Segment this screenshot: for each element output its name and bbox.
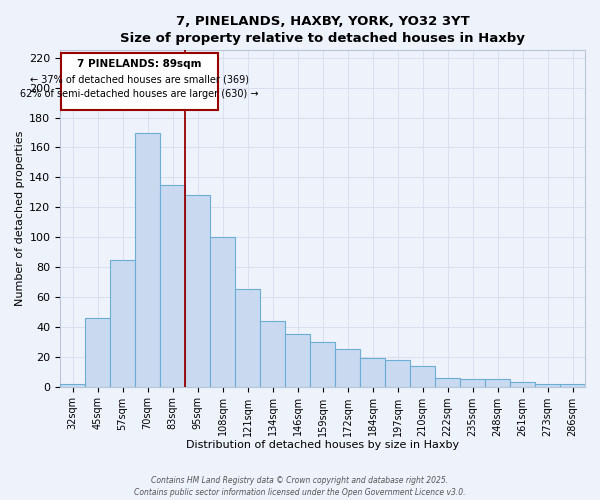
Bar (460, 379, 485, 386)
Bar (410, 366, 435, 386)
Bar (510, 382, 535, 386)
Bar (285, 334, 310, 386)
Bar (360, 358, 385, 386)
Bar (260, 321, 285, 386)
Bar (61, 54, 218, 110)
Bar (385, 360, 410, 386)
Text: 7 PINELANDS: 89sqm: 7 PINELANDS: 89sqm (77, 60, 202, 70)
Text: Contains HM Land Registry data © Crown copyright and database right 2025.
Contai: Contains HM Land Registry data © Crown c… (134, 476, 466, 497)
Bar (160, 185, 185, 386)
Bar (535, 384, 560, 386)
Text: ← 37% of detached houses are smaller (369): ← 37% of detached houses are smaller (36… (30, 74, 249, 84)
Bar (310, 342, 335, 386)
Text: 62% of semi-detached houses are larger (630) →: 62% of semi-detached houses are larger (… (20, 89, 259, 99)
Bar (110, 260, 135, 386)
Bar (135, 132, 160, 386)
Bar (210, 237, 235, 386)
Bar (235, 290, 260, 386)
Title: 7, PINELANDS, HAXBY, YORK, YO32 3YT
Size of property relative to detached houses: 7, PINELANDS, HAXBY, YORK, YO32 3YT Size… (120, 15, 525, 45)
Y-axis label: Number of detached properties: Number of detached properties (15, 131, 25, 306)
Bar (435, 378, 460, 386)
X-axis label: Distribution of detached houses by size in Haxby: Distribution of detached houses by size … (186, 440, 459, 450)
Bar (560, 384, 585, 386)
Bar (85, 318, 110, 386)
Bar (60, 384, 85, 386)
Bar (335, 349, 360, 387)
Bar (485, 379, 510, 386)
Bar (185, 196, 210, 386)
